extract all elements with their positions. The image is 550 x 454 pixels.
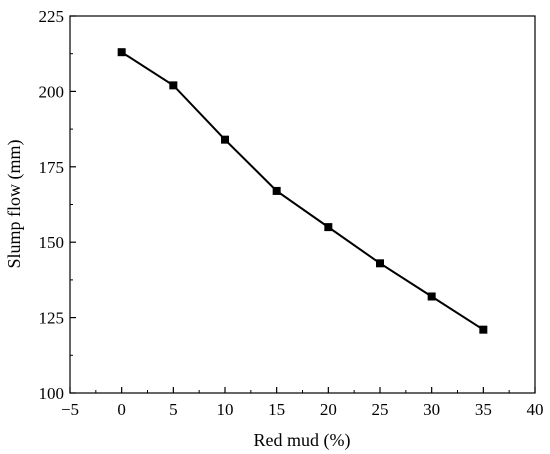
y-tick-label: 125 — [39, 309, 65, 328]
x-axis-title: Red mud (%) — [254, 430, 351, 451]
data-point — [479, 325, 488, 334]
data-point — [221, 135, 229, 144]
y-tick-label: 150 — [39, 233, 65, 252]
series-layer — [117, 48, 488, 334]
x-tick-label: 0 — [117, 400, 126, 419]
plot-frame — [69, 15, 536, 394]
x-tick-label: 5 — [169, 400, 178, 419]
axis-ticks — [69, 15, 536, 394]
y-tick-label: 200 — [39, 82, 65, 101]
y-tick-label: 225 — [39, 7, 65, 26]
x-tick-label: 10 — [217, 400, 234, 419]
x-tick-label: 20 — [320, 400, 337, 419]
y-tick-label: 175 — [39, 158, 65, 177]
x-tick-label: 35 — [475, 400, 492, 419]
y-tick-label: 100 — [39, 384, 65, 403]
x-tick-label: 25 — [372, 400, 389, 419]
y-axis-title: Slump flow (mm) — [4, 139, 25, 268]
x-tick-label: 15 — [268, 400, 285, 419]
data-point — [376, 259, 384, 268]
data-point — [117, 48, 126, 57]
data-point — [169, 81, 178, 90]
x-tick-label: 40 — [527, 400, 544, 419]
data-point — [272, 186, 281, 195]
x-tick-label: −5 — [61, 400, 79, 419]
series-line — [121, 51, 484, 331]
data-point — [324, 223, 333, 232]
x-tick-label: 30 — [423, 400, 440, 419]
data-point — [427, 292, 436, 301]
axis-tick-labels: −5 0 5 10 15 20 25 30 35 40 100 125 150 175 200 225 — [39, 7, 544, 419]
